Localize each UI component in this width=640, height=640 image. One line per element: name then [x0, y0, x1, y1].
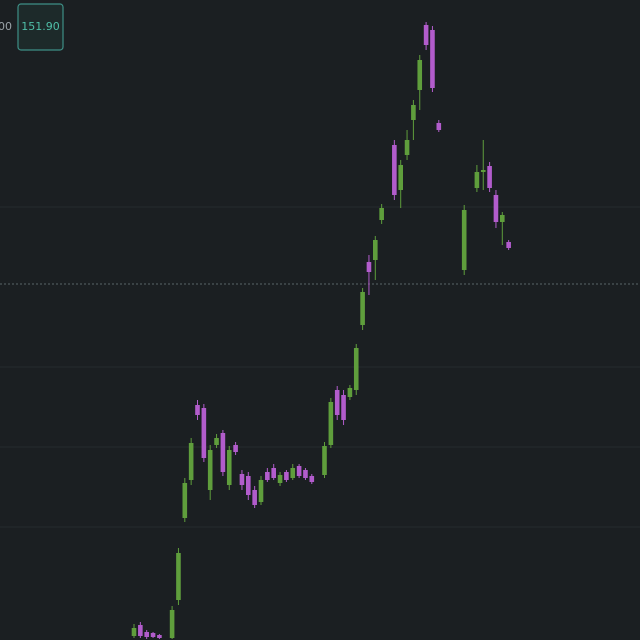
candle-body	[392, 145, 397, 195]
candle-body	[169, 610, 175, 638]
candle-body	[284, 472, 289, 480]
candle-body	[436, 123, 442, 130]
candle-body	[138, 625, 143, 636]
candle-body	[188, 443, 194, 480]
candle-body	[341, 395, 346, 420]
candle-body	[246, 476, 251, 495]
candle-body	[265, 472, 270, 480]
candle-body	[398, 165, 403, 190]
candle-body	[220, 433, 226, 472]
candle-body	[347, 388, 353, 397]
background-grid	[0, 206, 640, 528]
candle-body	[373, 240, 378, 260]
candle-body	[252, 490, 257, 505]
candle-body	[423, 25, 429, 45]
candle-body	[144, 632, 149, 637]
candle-body	[461, 210, 467, 270]
candle-body	[239, 474, 245, 485]
candle-body	[157, 635, 162, 638]
candle-body	[328, 402, 334, 445]
candle-body	[131, 628, 137, 636]
candle-body	[226, 450, 232, 485]
candle-body	[258, 480, 264, 502]
candle-body	[474, 172, 480, 188]
candle-body	[195, 405, 200, 415]
candle-body	[379, 208, 384, 220]
candle-body	[150, 633, 156, 637]
candle-body	[360, 292, 365, 325]
candle-body	[487, 166, 492, 188]
candle-body	[201, 408, 207, 458]
candle-body	[296, 466, 302, 476]
candle-body	[214, 438, 219, 445]
candle-body	[322, 446, 327, 475]
axis-label-partial: 00	[0, 20, 12, 33]
price-label: 151.90	[21, 20, 60, 33]
candle-body	[500, 215, 505, 222]
candle-body	[233, 445, 238, 452]
candle-body	[430, 30, 435, 88]
candle-body	[207, 450, 213, 490]
candle-body	[334, 390, 340, 415]
candle-body	[290, 468, 296, 478]
candle-body	[182, 483, 188, 518]
candle-body	[404, 140, 410, 155]
candle-body	[277, 475, 283, 483]
candle-body	[271, 468, 276, 478]
candle-body	[303, 470, 308, 478]
candle-body	[176, 553, 181, 600]
candle-body	[506, 242, 511, 248]
candle-body	[480, 170, 486, 172]
candle-body	[411, 105, 416, 120]
candle-body	[366, 262, 372, 272]
candle-body	[309, 476, 315, 482]
price-label-box	[17, 3, 64, 51]
candle-body	[417, 60, 423, 90]
candle-body	[493, 195, 499, 222]
candle-body	[353, 348, 359, 390]
